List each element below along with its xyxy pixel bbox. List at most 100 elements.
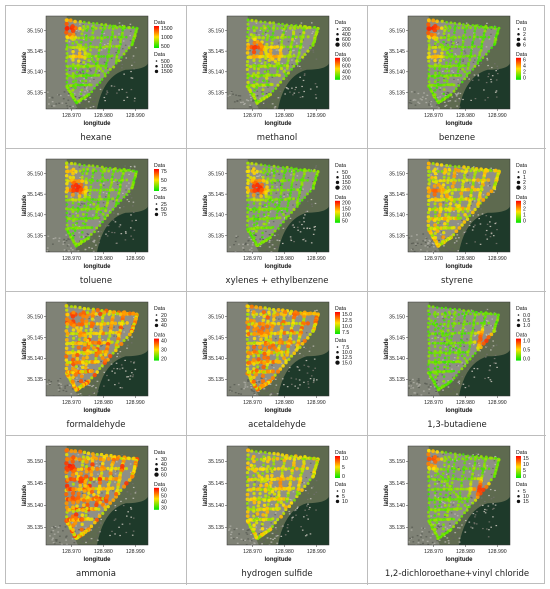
data-point [451, 332, 455, 336]
data-point [298, 49, 301, 52]
data-point [433, 214, 437, 218]
data-point [447, 38, 451, 42]
data-point [265, 459, 270, 464]
data-point [260, 467, 265, 472]
data-point [432, 227, 437, 231]
data-point [458, 351, 462, 355]
size-legend-label: 4 [523, 37, 526, 43]
data-point [249, 463, 254, 468]
data-point [477, 456, 481, 460]
data-point [444, 493, 448, 497]
x-tick-label: 128.980 [275, 549, 294, 555]
data-point [107, 50, 111, 54]
data-point [246, 448, 251, 453]
data-point [262, 507, 266, 512]
data-point [277, 203, 281, 207]
data-point [454, 229, 459, 234]
y-tick-label: 35.145 [27, 335, 43, 341]
data-point [486, 192, 491, 196]
data-point [468, 199, 472, 203]
data-point [477, 312, 481, 316]
data-point [462, 471, 466, 475]
data-point [88, 54, 92, 58]
data-point [252, 349, 257, 354]
map-frame [45, 15, 149, 110]
data-point [264, 56, 268, 60]
data-point [446, 366, 450, 370]
data-point [98, 195, 102, 198]
data-point [125, 35, 128, 39]
data-point [66, 65, 70, 69]
data-point [302, 174, 306, 178]
data-point [64, 492, 69, 497]
data-point [92, 25, 96, 29]
data-point [279, 325, 284, 330]
data-point [302, 314, 307, 319]
data-point [92, 372, 97, 378]
data-point [431, 305, 435, 309]
data-point [280, 66, 284, 71]
data-point [71, 345, 75, 349]
data-point [260, 44, 265, 49]
data-point [89, 217, 92, 220]
data-point [80, 83, 84, 86]
data-point [100, 78, 104, 81]
data-point [467, 496, 471, 500]
data-point [292, 64, 296, 68]
data-point [288, 196, 292, 200]
data-point [459, 507, 463, 511]
data-point [120, 33, 124, 37]
data-point [448, 495, 452, 499]
data-point [81, 356, 86, 361]
data-point [470, 48, 473, 52]
data-point [92, 202, 96, 206]
data-point [264, 195, 268, 199]
data-point [300, 183, 304, 187]
data-point [466, 187, 471, 192]
data-point [469, 312, 472, 316]
data-point [287, 35, 291, 39]
data-point [427, 198, 432, 202]
data-point [439, 198, 443, 202]
data-point [493, 168, 498, 173]
data-point [433, 345, 437, 348]
data-point [291, 35, 295, 38]
data-point [277, 64, 281, 68]
data-point [71, 214, 75, 218]
data-point [79, 239, 83, 243]
y-tick-label: 35.135 [208, 233, 224, 239]
data-point [71, 323, 76, 328]
data-point [252, 341, 256, 345]
data-point [81, 459, 85, 464]
data-point [83, 484, 87, 488]
data-point [246, 308, 250, 313]
data-point [438, 209, 442, 214]
data-point [83, 204, 86, 208]
data-point [464, 341, 468, 345]
map-frame [45, 301, 149, 397]
data-point [289, 48, 293, 51]
chart-panel: 35.150 35.145 35.140 35.135 128.970 128.980 12… [368, 149, 546, 292]
data-point [108, 353, 113, 359]
data-point [456, 216, 460, 220]
data-point [256, 365, 260, 369]
data-point [446, 475, 450, 479]
data-point [81, 455, 86, 459]
data-point [101, 497, 105, 501]
data-point [455, 487, 459, 491]
data-point [446, 510, 450, 514]
data-point [266, 66, 270, 70]
data-point [463, 511, 466, 515]
data-point [266, 319, 270, 323]
data-point [260, 373, 265, 379]
data-point [252, 40, 257, 46]
data-point [107, 169, 111, 173]
data-point [453, 310, 457, 314]
data-point [433, 93, 437, 96]
data-point [449, 451, 452, 455]
data-point [434, 336, 437, 340]
data-point [88, 198, 91, 202]
data-point [101, 220, 104, 224]
data-point [89, 185, 93, 189]
data-point [438, 206, 443, 210]
